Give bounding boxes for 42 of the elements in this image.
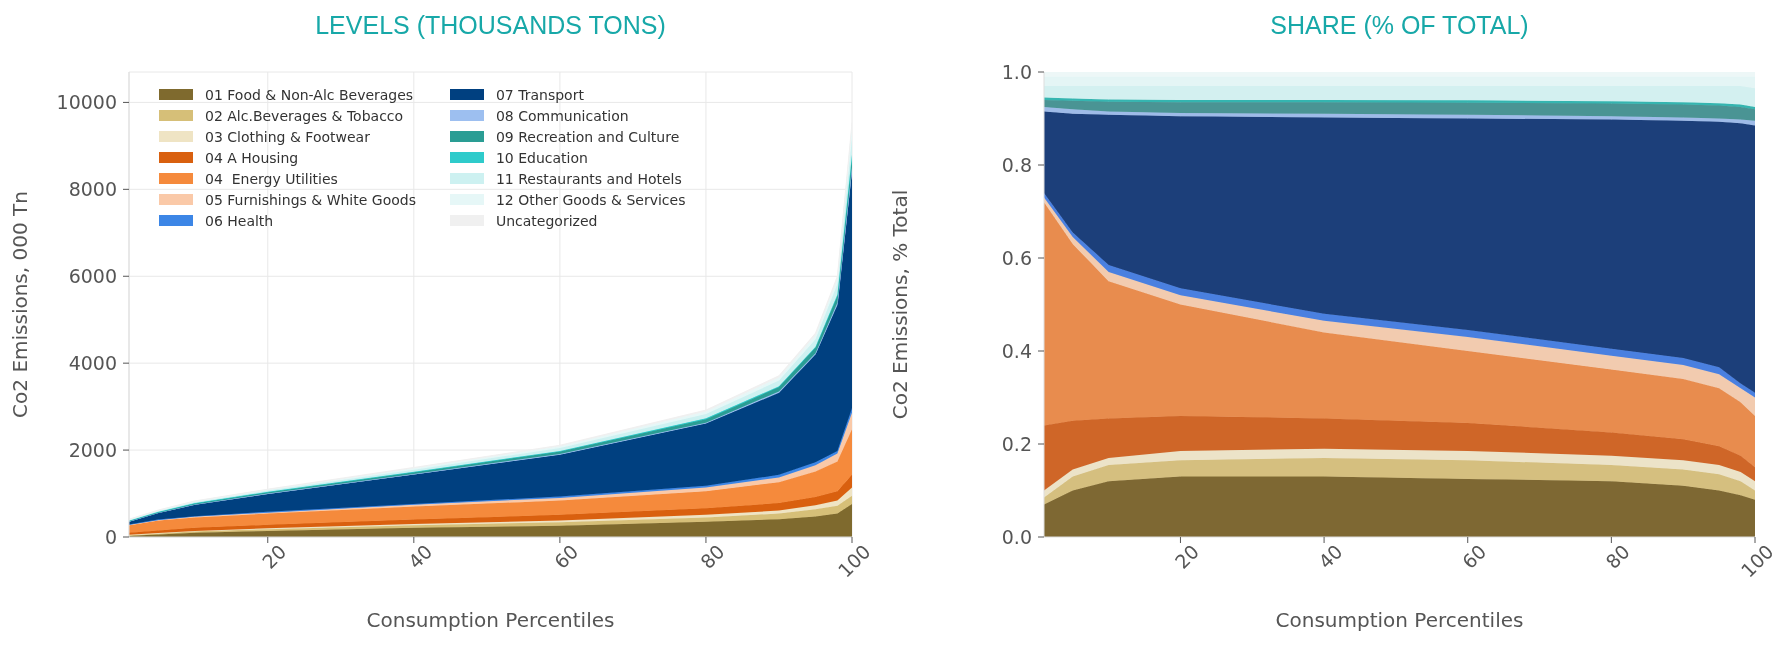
y-tick-label: 0.4 [1001,339,1032,362]
y-tick-label: 2000 [68,438,117,461]
y-axis-title: Co2 Emissions, % Total [888,189,913,420]
legend-label: 05 Furnishings & White Goods [205,191,416,208]
legend-label: 06 Health [205,212,274,229]
y-tick-label: 4000 [68,351,117,374]
y-axis-title: Co2 Emissions, 000 Tn [8,191,33,418]
y-tick-label: 0.6 [1001,246,1032,269]
legend-label: 12 Other Goods & Services [495,191,686,208]
y-tick-label: 0.2 [1001,432,1032,455]
x-tick-label: 80 [695,540,729,573]
legend-label: Uncategorized [495,212,598,229]
y-tick-label: 10000 [56,91,117,114]
chart-title: SHARE (% OF TOTAL) [1269,10,1530,41]
x-tick-label: 100 [1736,540,1778,582]
legend-label: 03 Clothing & Footwear [205,128,370,145]
legend-label: 09 Recreation and Culture [495,128,680,145]
y-tick-label: 8000 [68,178,117,201]
legend-label: 02 Alc.Beverages & Tobacco [205,107,404,124]
x-tick-label: 20 [257,540,291,573]
legend-label: 01 Food & Non-Alc Beverages [205,86,414,103]
x-tick-label: 60 [1457,540,1491,573]
legend-label: 10 Education [495,149,588,166]
x-axis-title: Consumption Percentiles [366,608,615,632]
y-tick-label: 6000 [68,265,117,287]
x-tick-label: 40 [1314,540,1347,573]
x-tick-label: 60 [549,540,583,573]
y-tick-label: 0.0 [1001,525,1032,548]
legend-label: 04 A Housing [205,149,299,166]
chart-title: LEVELS (THOUSANDS TONS) [314,10,667,41]
legend-label: 08 Communication [495,107,629,124]
legend-label: 11 Restaurants and Hotels [495,170,682,187]
y-tick-label: 1.0 [1001,60,1032,83]
y-tick-label: 0.8 [1001,153,1032,176]
y-tick-label: 0 [104,525,117,548]
x-tick-label: 80 [1601,540,1634,573]
x-tick-label: 20 [1170,540,1204,573]
legend-label: 04 Energy Utilities [205,170,338,187]
x-axis-title: Consumption Percentiles [1275,608,1524,632]
x-tick-label: 100 [833,540,875,582]
x-tick-label: 40 [403,540,437,573]
legend-label: 07 Transport [495,86,584,103]
